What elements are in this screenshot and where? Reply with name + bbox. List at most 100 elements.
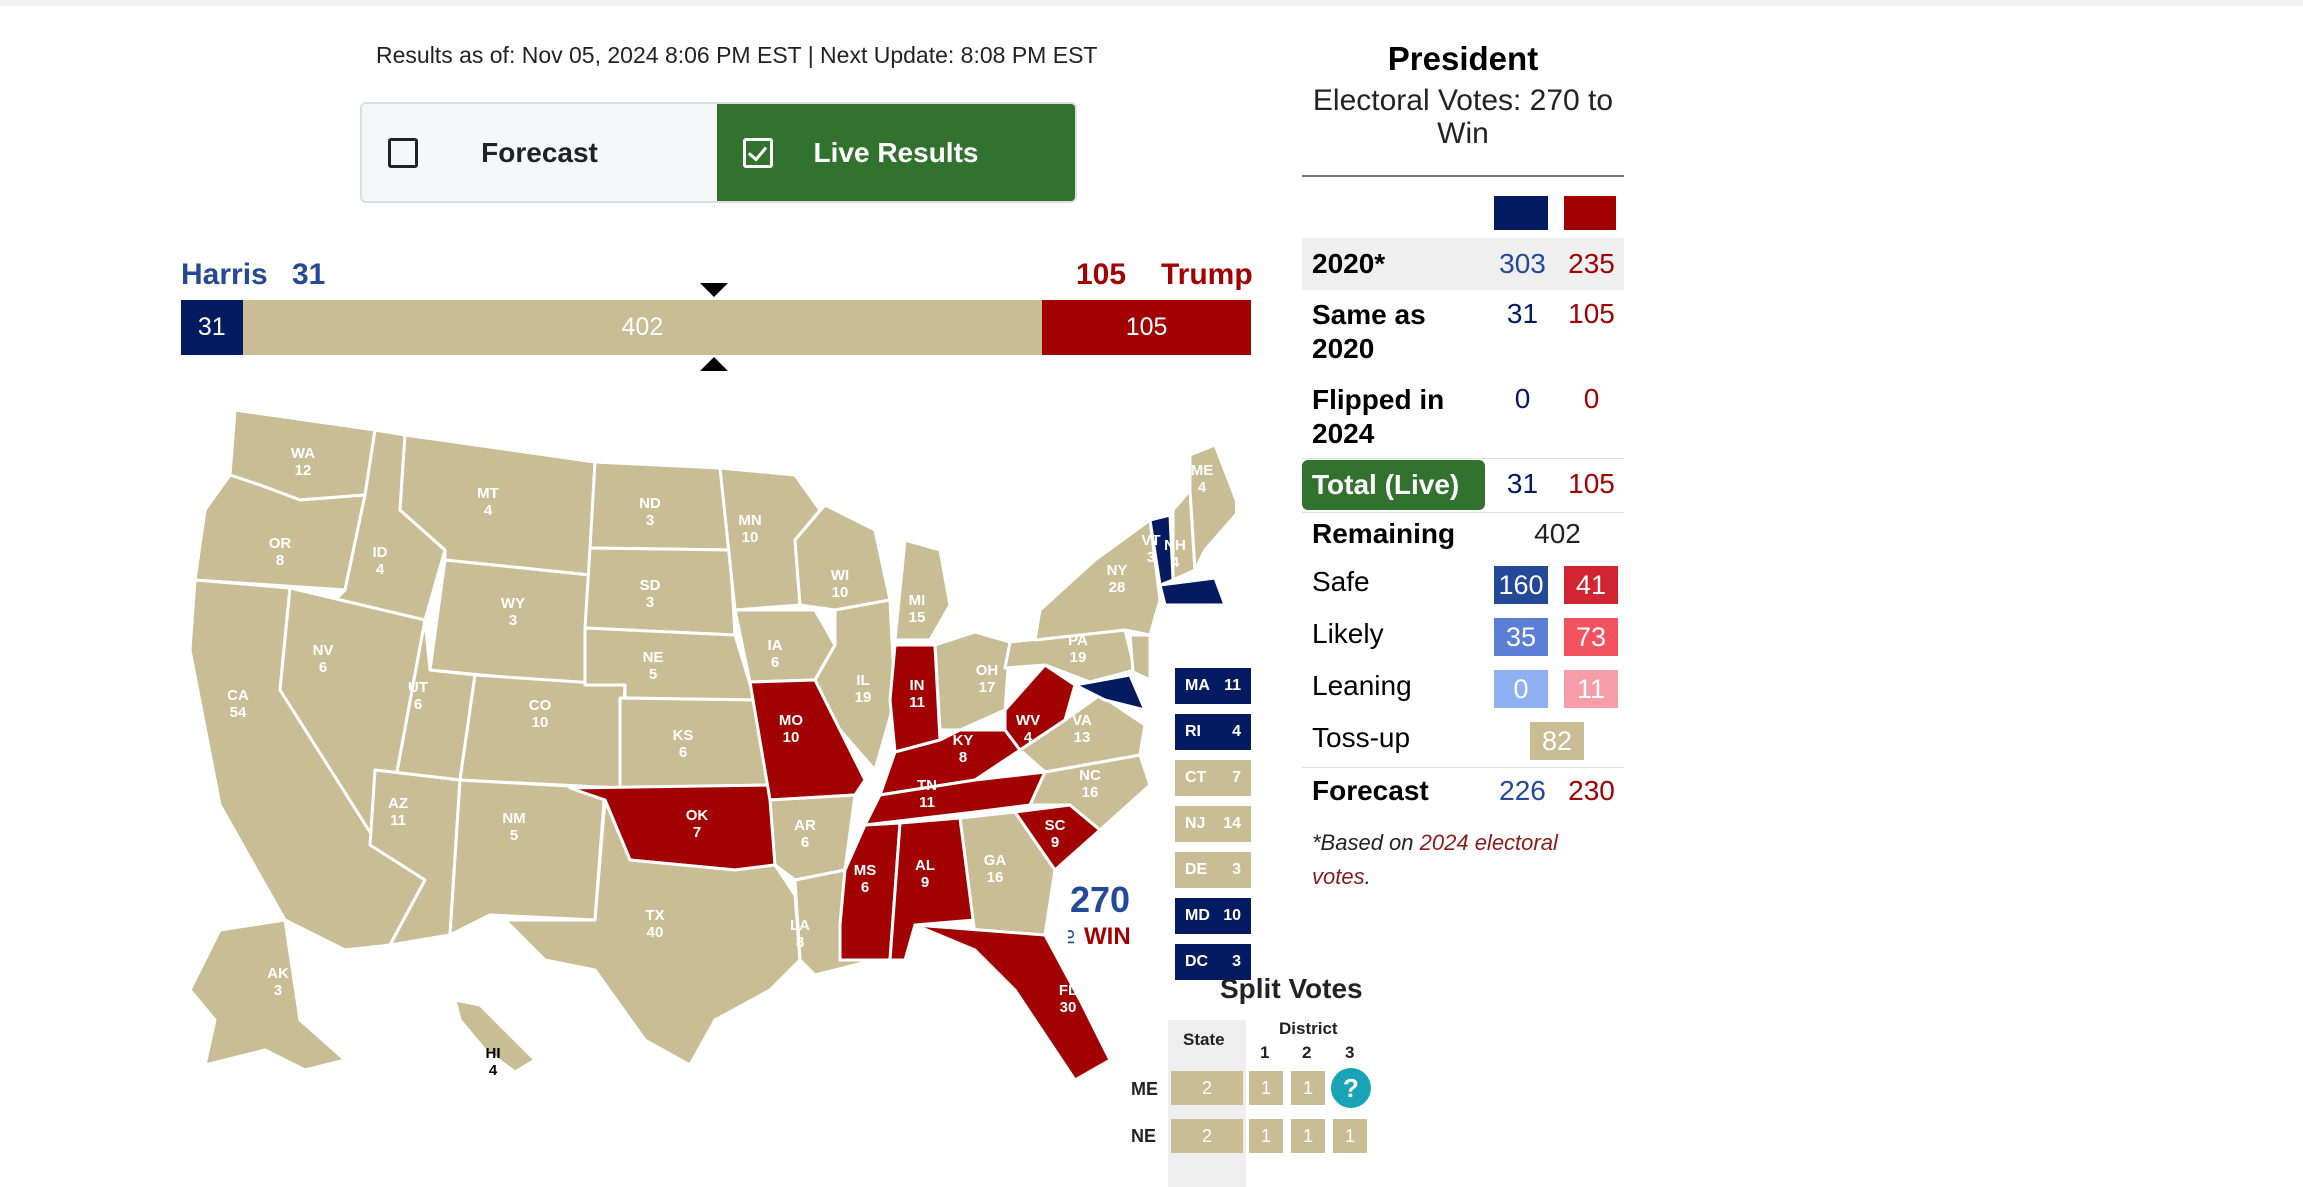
- state-hi[interactable]: [453, 998, 537, 1074]
- state-co[interactable]: [458, 673, 627, 790]
- leaning-dem-value[interactable]: 0: [1494, 670, 1548, 708]
- state-label-mi: MI 15: [909, 592, 926, 626]
- small-state-ri[interactable]: RI 4: [1175, 714, 1251, 750]
- small-state-code: CT: [1185, 769, 1207, 786]
- state-label-nh: NH 4: [1164, 537, 1186, 571]
- small-state-code: DE: [1185, 861, 1208, 878]
- state-label-or: OR 8: [269, 535, 292, 569]
- row-total-rep: 105: [1568, 468, 1615, 499]
- small-state-md[interactable]: MD 10: [1175, 898, 1251, 934]
- state-me[interactable]: [1188, 443, 1235, 572]
- ne-state-votes[interactable]: 2: [1171, 1119, 1243, 1153]
- safe-rep-value[interactable]: 41: [1564, 566, 1618, 604]
- state-ks[interactable]: [618, 696, 772, 790]
- 270-marker-bottom-icon: [700, 357, 728, 371]
- state-ma[interactable]: [1158, 576, 1227, 607]
- small-state-ma[interactable]: MA 11: [1175, 668, 1251, 704]
- small-state-ev: 7: [1232, 769, 1241, 786]
- state-label-wa: WA 12: [291, 445, 315, 479]
- state-nj[interactable]: [1128, 633, 1152, 682]
- row-leaning: Leaning 0 11: [1302, 670, 1624, 710]
- checkbox-checked-icon: [743, 137, 773, 168]
- state-label-wi: WI 10: [831, 567, 849, 601]
- likely-dem-value[interactable]: 35: [1494, 618, 1548, 656]
- summary-panel: President Electoral Votes: 270 to Win: [1302, 40, 1624, 177]
- state-ar[interactable]: [768, 793, 857, 882]
- state-label-al: AL 9: [915, 857, 935, 891]
- me-district-3-tossup-icon[interactable]: ?: [1331, 1068, 1371, 1108]
- state-label-nm: NM 5: [502, 810, 525, 844]
- state-label-mn: MN 10: [738, 512, 761, 546]
- state-ak[interactable]: [188, 918, 347, 1072]
- dem-vote-total: 31: [292, 258, 326, 291]
- small-state-dc[interactable]: DC 3: [1175, 944, 1251, 980]
- row-tossup-label: Toss-up: [1312, 722, 1411, 753]
- results-timestamp: Results as of: Nov 05, 2024 8:06 PM EST …: [376, 42, 1098, 68]
- ne-district-2[interactable]: 1: [1291, 1119, 1325, 1153]
- row-same-dem: 31: [1506, 298, 1539, 329]
- electoral-vote-bar: 31 402 105: [181, 300, 1251, 355]
- small-state-nj[interactable]: NJ 14: [1175, 806, 1251, 842]
- small-state-ev: 3: [1232, 953, 1241, 970]
- state-label-wv: WV 4: [1016, 712, 1040, 746]
- safe-dem-value[interactable]: 160: [1494, 566, 1548, 604]
- row-flipped-dem: 0: [1514, 383, 1531, 414]
- state-label-pa: PA 19: [1068, 632, 1088, 666]
- row-remaining-label: Remaining: [1312, 518, 1456, 549]
- me-district-1[interactable]: 1: [1249, 1071, 1283, 1105]
- row-forecast-rep: 230: [1568, 775, 1615, 806]
- district-2-header: 2: [1302, 1043, 1312, 1062]
- state-label-hi: HI 4: [486, 1045, 501, 1079]
- state-label-ny: NY 28: [1107, 562, 1128, 596]
- forecast-label: Forecast: [481, 136, 598, 168]
- dem-color-swatch: [1494, 196, 1548, 230]
- state-ny[interactable]: [1033, 518, 1162, 642]
- district-3-header: 3: [1345, 1043, 1355, 1062]
- 270towin-logo[interactable]: 270 TO WIN: [1068, 878, 1138, 948]
- state-tx[interactable]: [503, 798, 802, 1067]
- footnote-link[interactable]: 2024 electoral votes: [1312, 830, 1558, 889]
- row-forecast: Forecast 226 230: [1302, 775, 1624, 815]
- row-2020-rep: 235: [1568, 248, 1615, 279]
- footnote-suffix: .: [1364, 864, 1371, 889]
- live-results-toggle[interactable]: Live Results: [717, 104, 1075, 201]
- small-state-code: RI: [1185, 723, 1201, 740]
- state-nm[interactable]: [448, 778, 607, 937]
- forecast-toggle[interactable]: Forecast: [362, 104, 717, 201]
- row-divider: [1302, 458, 1624, 459]
- tossup-value[interactable]: 82: [1530, 722, 1584, 760]
- likely-rep-value[interactable]: 73: [1564, 618, 1618, 656]
- state-fl[interactable]: [913, 923, 1112, 1082]
- small-state-code: MD: [1185, 907, 1210, 924]
- ne-district-1[interactable]: 1: [1249, 1119, 1283, 1153]
- me-district-2[interactable]: 1: [1291, 1071, 1325, 1105]
- state-oh[interactable]: [933, 630, 1012, 732]
- state-label-ky: KY 8: [953, 732, 974, 766]
- state-md[interactable]: [1073, 673, 1147, 712]
- row-total: Total (Live) 31 105: [1302, 460, 1624, 510]
- state-label-nc: NC 16: [1079, 767, 1101, 801]
- row-safe: Safe 160 41: [1302, 566, 1624, 606]
- state-label-ut: UT 6: [408, 679, 428, 713]
- state-il[interactable]: [813, 598, 897, 772]
- me-state-votes[interactable]: 2: [1171, 1071, 1243, 1105]
- small-state-de[interactable]: DE 3: [1175, 852, 1251, 888]
- row-2020-label: 2020*: [1312, 248, 1386, 279]
- row-2020: 2020* 303 235: [1302, 238, 1624, 290]
- state-label-me: ME 4: [1191, 462, 1214, 496]
- ne-district-3[interactable]: 1: [1333, 1119, 1367, 1153]
- small-state-code: NJ: [1185, 815, 1206, 832]
- state-label-ms: MS 6: [854, 862, 877, 896]
- state-label-ia: IA 6: [768, 637, 783, 671]
- leaning-rep-value[interactable]: 11: [1564, 670, 1618, 708]
- row-remaining: Remaining 402: [1302, 518, 1624, 558]
- row-total-label: Total (Live): [1302, 460, 1485, 510]
- state-ga[interactable]: [958, 810, 1057, 937]
- state-label-co: CO 10: [529, 697, 552, 731]
- state-label-tn: TN 11: [917, 777, 937, 811]
- small-state-ct[interactable]: CT 7: [1175, 760, 1251, 796]
- row-same-label: Same as 2020: [1312, 299, 1426, 364]
- top-border: [0, 0, 2303, 6]
- state-mi[interactable]: [893, 538, 952, 642]
- state-label-ga: GA 16: [984, 852, 1007, 886]
